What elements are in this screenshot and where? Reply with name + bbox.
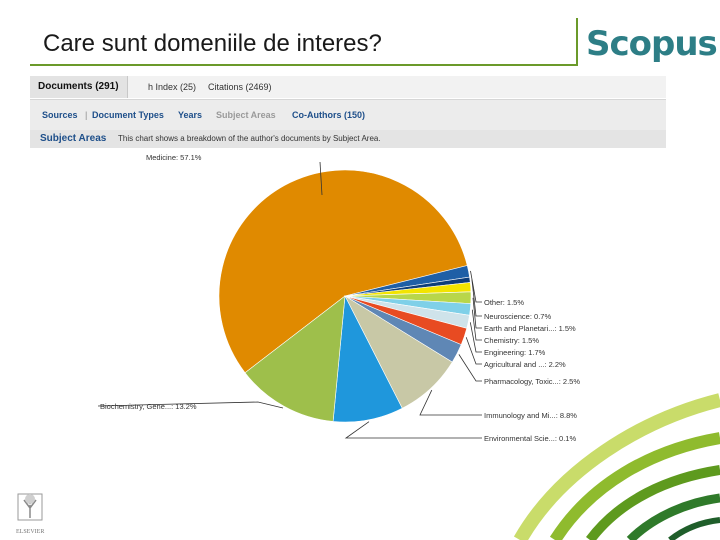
slice-label: Chemistry: 1.5% (484, 336, 539, 345)
slice-label: Engineering: 1.7% (484, 348, 546, 357)
slice-leader-line (471, 279, 482, 317)
slice-label: Other: 1.5% (484, 298, 524, 307)
title-underline (30, 64, 577, 66)
slice-label: Earth and Planetari...: 1.5% (484, 324, 576, 333)
slice-leader-line (465, 337, 482, 365)
slice-leader-line (472, 297, 482, 329)
slice-label: Environmental Scie...: 0.1% (484, 434, 576, 443)
tab-h-index[interactable]: h Index (25) (148, 82, 197, 92)
tab-documents[interactable]: Documents (291) (30, 76, 128, 98)
slice-label: Pharmacology, Toxic...: 2.5% (484, 377, 580, 386)
nav-subject-areas[interactable]: Subject Areas (216, 110, 276, 120)
results-tabs: Documents (291) h Index (25) Citations (… (30, 76, 666, 98)
elsevier-wordmark: ELSEVIER (16, 529, 44, 535)
scopus-logo: Scopus (586, 24, 718, 64)
slice-label: Neuroscience: 0.7% (484, 312, 551, 321)
slice-label: Biochemistry, Gene...: 13.2% (100, 402, 197, 411)
slice-leader-line (97, 401, 284, 409)
nav-sources[interactable]: Sources (42, 110, 78, 120)
slice-label: Agricultural and ...: 2.2% (484, 360, 566, 369)
slice-leader-line (344, 421, 482, 439)
pie-slice[interactable] (244, 295, 346, 422)
analysis-nav: Sources | Document Types Years Subject A… (30, 99, 666, 130)
subject-areas-header: Subject Areas This chart shows a breakdo… (30, 130, 666, 148)
nav-co-authors[interactable]: Co-Authors (150) (292, 110, 366, 120)
slice-leader-line (471, 309, 482, 341)
green-swoosh-decoration (513, 393, 720, 540)
nav-document-types[interactable]: Document Types (92, 110, 164, 120)
subject-areas-description: This chart shows a breakdown of the auth… (118, 134, 381, 143)
tab-citations[interactable]: Citations (2469) (208, 82, 272, 92)
slice-leader-line (458, 354, 482, 382)
slice-label: Immunology and Mi...: 8.8% (484, 411, 577, 420)
subject-areas-title: Subject Areas (40, 133, 107, 144)
slice-leader-line (419, 389, 482, 416)
elsevier-tree-logo (17, 493, 43, 521)
slice-leader-line (319, 161, 323, 196)
slice-leader-line (469, 322, 482, 353)
logo-divider (576, 18, 578, 66)
slide-title: Care sunt domeniile de interes? (43, 30, 382, 57)
nav-years[interactable]: Years (178, 110, 203, 120)
slice-label: Medicine: 57.1% (146, 153, 202, 162)
nav-separator: | (85, 110, 88, 120)
pie-slice[interactable] (218, 169, 468, 374)
